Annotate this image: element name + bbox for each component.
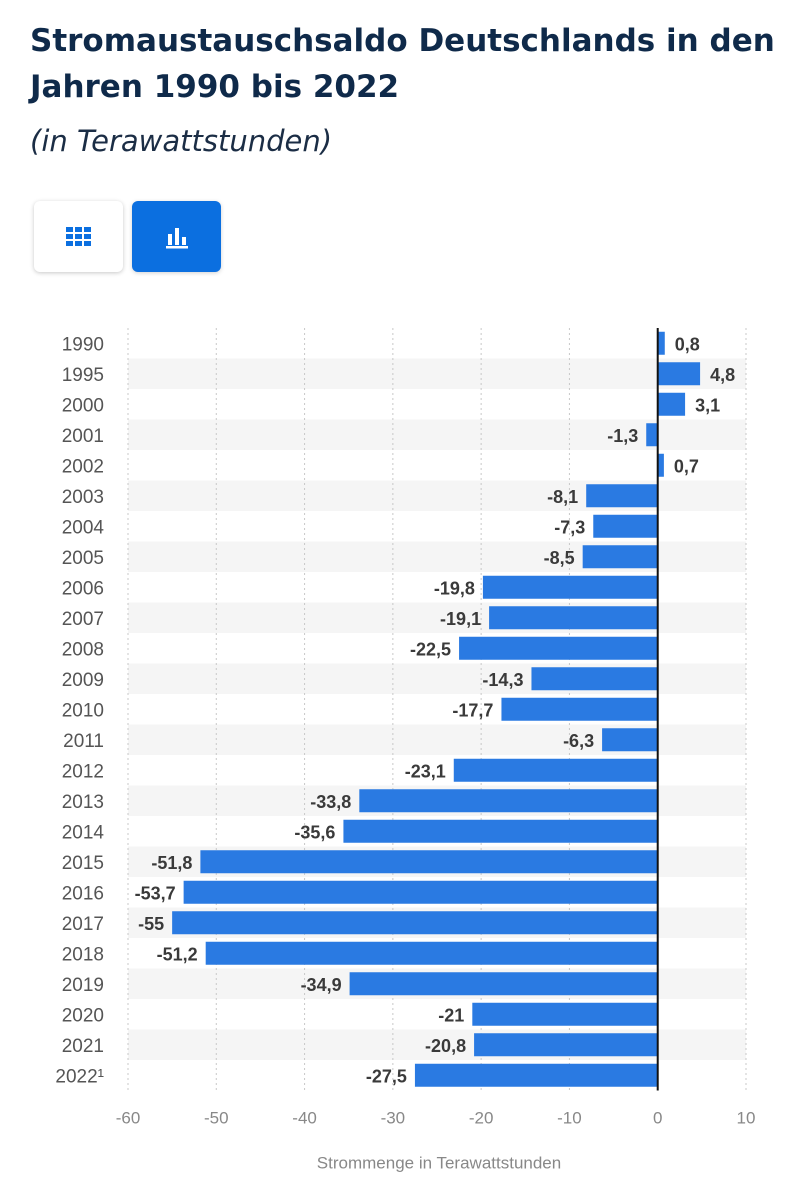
category-label: 2008 — [62, 639, 104, 660]
value-label: -6,3 — [563, 731, 594, 751]
category-label: 2001 — [62, 426, 104, 447]
category-label: 2004 — [62, 517, 105, 538]
category-label: 2019 — [62, 975, 104, 996]
x-tick-label: -50 — [204, 1109, 229, 1128]
bar-1990[interactable] — [657, 331, 665, 355]
table-view-button[interactable] — [34, 201, 123, 272]
bar-2019[interactable] — [349, 972, 658, 996]
value-label: -8,5 — [544, 548, 575, 568]
category-label: 2020 — [62, 1005, 104, 1026]
category-label: 2000 — [62, 395, 104, 416]
bar-2021[interactable] — [474, 1033, 658, 1057]
bar-2005[interactable] — [582, 545, 658, 569]
category-label: 2005 — [62, 548, 104, 569]
value-label: -17,7 — [452, 700, 493, 720]
value-label: -21 — [438, 1005, 464, 1025]
category-label: 2002 — [62, 456, 104, 477]
value-label: -7,3 — [554, 517, 585, 537]
category-label: 2017 — [62, 914, 104, 935]
category-label: 1995 — [62, 365, 104, 386]
bar-2010[interactable] — [501, 697, 658, 721]
bar-2012[interactable] — [453, 758, 658, 782]
bar-2011[interactable] — [602, 728, 658, 752]
category-label: 2015 — [62, 853, 104, 874]
category-label: 2009 — [62, 670, 104, 691]
chart-title: Stromaustauschsaldo Deutschlands in den … — [30, 23, 775, 105]
bar-2022¹[interactable] — [414, 1063, 658, 1087]
row-band — [128, 419, 746, 450]
value-label: -22,5 — [410, 639, 451, 659]
bar-2003[interactable] — [586, 484, 658, 508]
value-label: -20,8 — [425, 1036, 466, 1056]
bar-2006[interactable] — [482, 575, 658, 599]
value-label: -27,5 — [366, 1066, 407, 1086]
bar-2015[interactable] — [200, 850, 658, 874]
chart-view-button[interactable] — [132, 201, 221, 272]
category-label: 2016 — [62, 883, 104, 904]
value-label: -33,8 — [310, 792, 351, 812]
category-label: 2018 — [62, 944, 104, 965]
x-tick-label: -20 — [469, 1109, 494, 1128]
value-label: -19,1 — [440, 609, 481, 629]
x-tick-label: 10 — [737, 1109, 756, 1128]
value-label: 3,1 — [695, 395, 720, 415]
grid-icon — [65, 226, 91, 246]
bar-2000[interactable] — [657, 392, 686, 416]
category-label: 2003 — [62, 487, 104, 508]
value-label: -55 — [138, 914, 164, 934]
category-label: 1990 — [62, 334, 104, 355]
bar-chart-icon — [165, 227, 188, 248]
x-tick-label: -10 — [557, 1109, 582, 1128]
value-label: 0,8 — [675, 334, 700, 354]
bar-2020[interactable] — [472, 1002, 658, 1026]
value-label: -51,2 — [157, 944, 198, 964]
category-label: 2013 — [62, 792, 104, 813]
bar-2002[interactable] — [657, 453, 664, 477]
bar-2009[interactable] — [531, 667, 658, 691]
bar-2016[interactable] — [183, 880, 658, 904]
x-tick-label: 0 — [653, 1109, 662, 1128]
bar-2013[interactable] — [359, 789, 658, 813]
x-axis-label: Strommenge in Terawattstunden — [317, 1154, 561, 1173]
value-label: -35,6 — [294, 822, 335, 842]
x-tick-label: -30 — [381, 1109, 406, 1128]
bar-2004[interactable] — [593, 514, 658, 538]
value-label: 4,8 — [710, 365, 735, 385]
x-tick-label: -60 — [116, 1109, 141, 1128]
category-label: 2012 — [62, 761, 104, 782]
category-label: 2007 — [62, 609, 104, 630]
row-band — [128, 358, 746, 389]
value-label: -51,8 — [151, 853, 192, 873]
bar-2014[interactable] — [343, 819, 658, 843]
category-label: 2010 — [62, 700, 104, 721]
bar-2018[interactable] — [205, 941, 658, 965]
chart-subtitle: (in Terawattstunden) — [30, 124, 333, 158]
category-label: 2014 — [62, 822, 105, 843]
value-label: -8,1 — [547, 487, 578, 507]
value-label: -19,8 — [434, 578, 475, 598]
category-label: 2022¹ — [55, 1066, 104, 1087]
bar-2017[interactable] — [172, 911, 658, 935]
value-label: -1,3 — [607, 426, 638, 446]
value-label: -34,9 — [301, 975, 342, 995]
value-label: -23,1 — [405, 761, 446, 781]
value-label: -14,3 — [482, 670, 523, 690]
category-label: 2021 — [62, 1036, 104, 1057]
bar-1995[interactable] — [657, 362, 701, 386]
bar-2008[interactable] — [459, 636, 658, 660]
category-label: 2011 — [63, 731, 104, 752]
bar-2007[interactable] — [489, 606, 658, 630]
value-label: -53,7 — [135, 883, 176, 903]
category-label: 2006 — [62, 578, 104, 599]
bar-2001[interactable] — [646, 423, 658, 447]
value-label: 0,7 — [674, 456, 699, 476]
x-tick-label: -40 — [292, 1109, 317, 1128]
